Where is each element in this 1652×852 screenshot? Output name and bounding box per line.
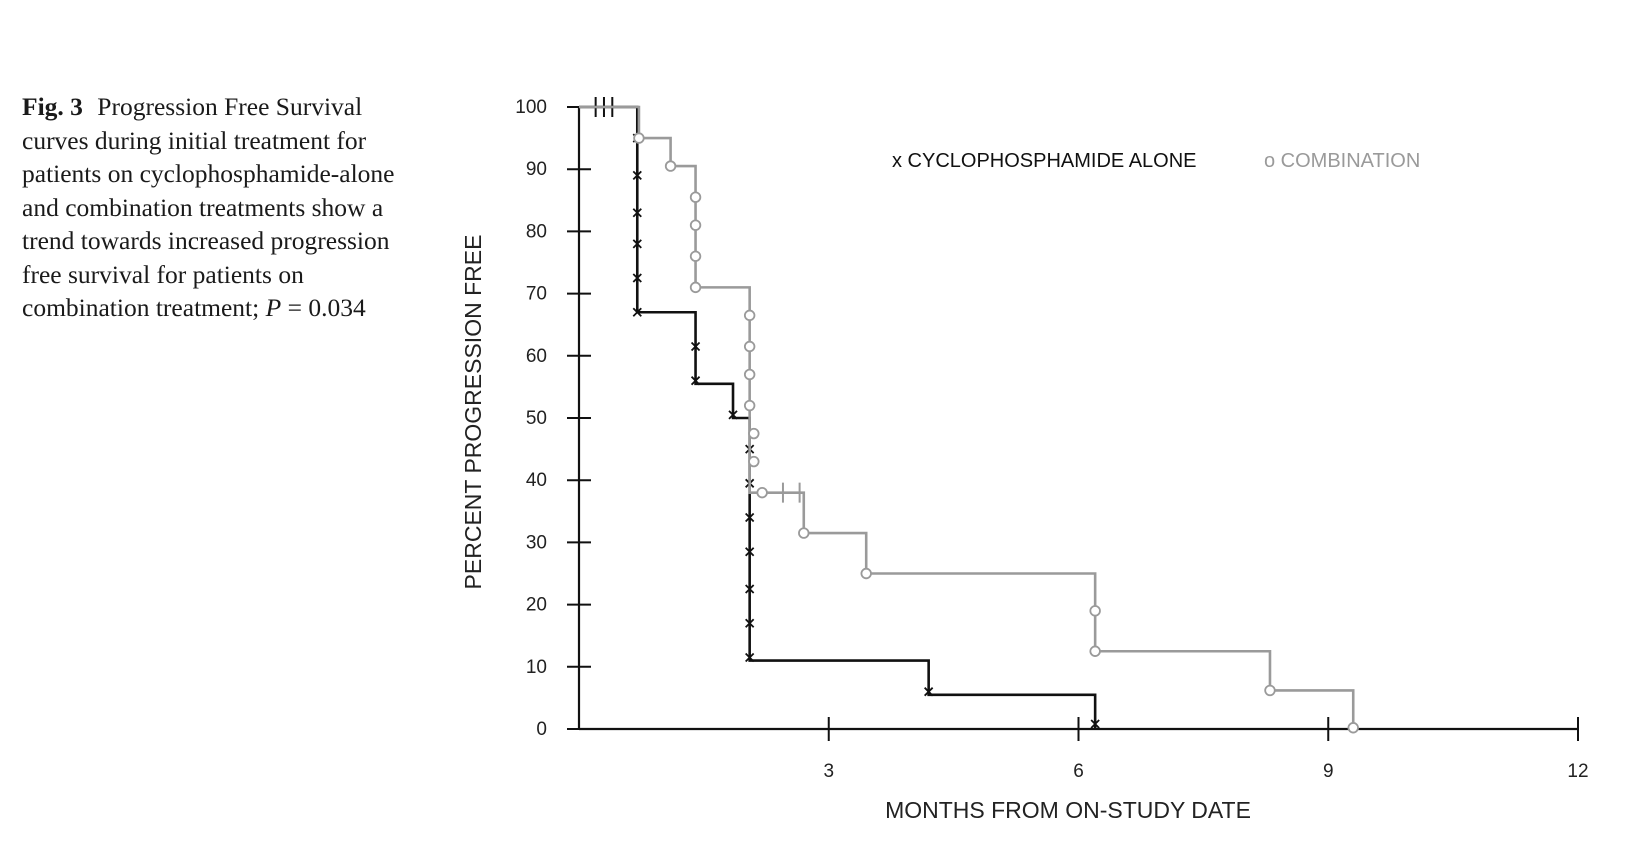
figure-label: Fig. 3 [22, 92, 83, 121]
x-marker [690, 341, 701, 352]
y-tick-label-0: 0 [536, 719, 547, 740]
x-marker [1090, 719, 1100, 729]
series-line [579, 105, 1355, 729]
legend-item-cyclophosphamide: x CYCLOPHOSPHAMIDE ALONE [892, 150, 1197, 172]
o-marker [860, 567, 872, 580]
x-marker [745, 584, 755, 594]
o-marker [743, 309, 756, 322]
x-marker [632, 208, 642, 218]
o-marker [633, 132, 645, 144]
x-tick-label-3: 3 [823, 761, 834, 782]
o-marker [689, 191, 702, 203]
p-value-variable: P [265, 293, 282, 322]
series-line [579, 105, 1097, 729]
o-marker [743, 399, 756, 412]
y-axis-title: PERCENT PROGRESSION FREE [460, 235, 486, 590]
x-tick-label-12: 12 [1567, 761, 1588, 782]
x-marker [745, 512, 755, 523]
series-cyclophosphamide [579, 97, 1100, 729]
o-marker [743, 340, 756, 353]
y-tick-label-30: 30 [526, 532, 547, 553]
y-tick-label-90: 90 [526, 159, 547, 180]
o-marker [748, 455, 760, 468]
legend-item-combination: o COMBINATION [1264, 150, 1420, 172]
y-tick-label-100: 100 [515, 97, 547, 118]
y-tick-label-70: 70 [526, 284, 547, 305]
x-marker [632, 273, 642, 283]
x-marker [632, 307, 642, 317]
o-marker [664, 160, 677, 172]
p-value: = 0.034 [281, 293, 366, 322]
x-marker [728, 410, 738, 420]
o-marker [1089, 605, 1101, 617]
o-marker [743, 368, 756, 381]
o-marker [1264, 684, 1276, 697]
y-tick-label-60: 60 [526, 346, 547, 367]
x-marker [745, 618, 755, 628]
o-marker [748, 427, 760, 440]
figure-caption: Fig. 3 Progression Free Survival curves … [22, 90, 422, 325]
x-marker [690, 376, 701, 386]
o-marker [689, 219, 702, 231]
o-marker [1089, 645, 1101, 657]
x-marker [745, 547, 755, 557]
x-marker [745, 652, 755, 663]
o-marker [689, 250, 702, 262]
y-tick-label-10: 10 [526, 657, 547, 678]
series-layer [579, 97, 1359, 734]
o-marker [1347, 722, 1359, 734]
y-tick-label-40: 40 [526, 470, 547, 491]
o-marker [689, 281, 702, 294]
x-marker [632, 170, 642, 181]
o-marker [756, 486, 768, 499]
x-marker [924, 687, 934, 697]
x-tick-label-6: 6 [1073, 761, 1084, 782]
x-tick-label-9: 9 [1323, 761, 1334, 782]
axes: 0 10 20 30 40 50 60 70 80 90 100 3 6 9 12 [515, 97, 1588, 782]
series-combination [579, 105, 1359, 734]
x-axis-title: MONTHS FROM ON-STUDY DATE [885, 797, 1251, 823]
legend: x CYCLOPHOSPHAMIDE ALONE o COMBINATION [892, 150, 1420, 172]
y-tick-label-50: 50 [526, 408, 547, 429]
y-tick-label-80: 80 [526, 221, 547, 242]
x-marker [632, 239, 642, 249]
caption-text: Progression Free Survival curves during … [22, 92, 395, 322]
y-tick-label-20: 20 [526, 595, 547, 616]
o-marker [798, 527, 810, 539]
